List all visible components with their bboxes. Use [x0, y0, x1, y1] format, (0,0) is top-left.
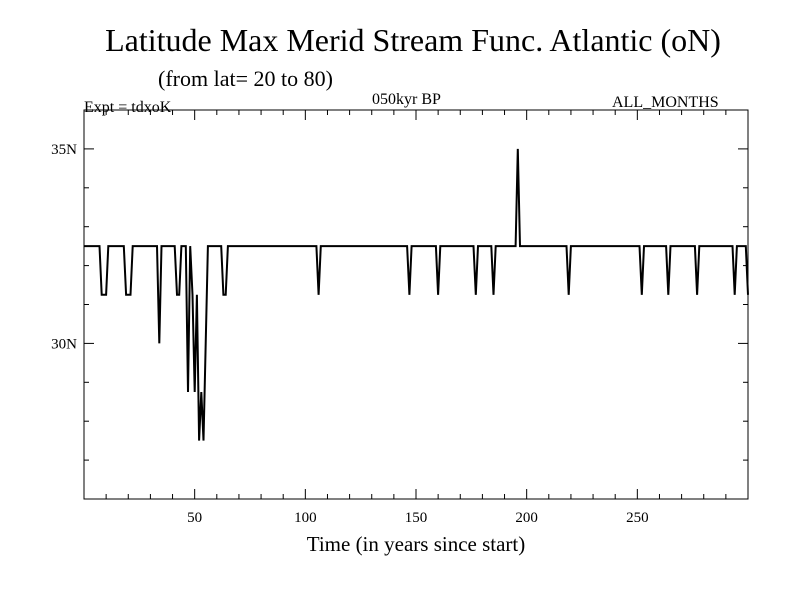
- plot-frame: [83, 109, 749, 500]
- x-tick-label: 100: [294, 510, 317, 526]
- chart-subtitle: (from lat= 20 to 80): [158, 66, 333, 91]
- y-tick-label: 30N: [51, 336, 77, 352]
- x-tick-label: 250: [626, 510, 649, 526]
- y-tick-label: 35N: [51, 142, 77, 158]
- x-tick-label: 200: [515, 510, 538, 526]
- months-label: ALL_MONTHS: [612, 94, 719, 111]
- x-tick-label: 150: [405, 510, 428, 526]
- chart-title: Latitude Max Merid Stream Func. Atlantic…: [105, 22, 721, 58]
- period-label: 050kyr BP: [372, 91, 441, 108]
- x-tick-label: 50: [187, 510, 202, 526]
- x-axis-label: Time (in years since start): [307, 532, 526, 556]
- series-line: [84, 148, 749, 441]
